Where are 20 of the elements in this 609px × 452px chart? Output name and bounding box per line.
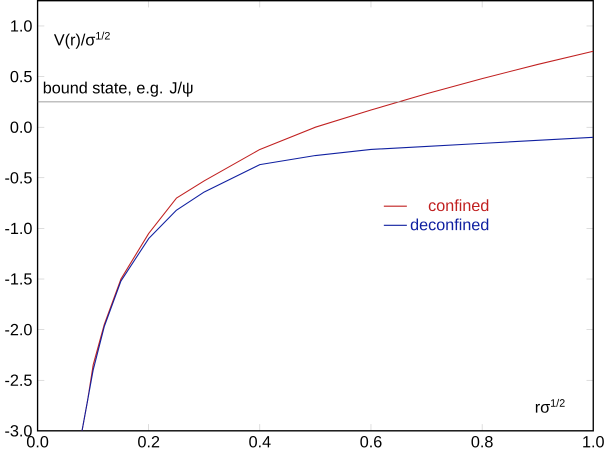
x-tick-label: 0.8 <box>471 436 493 448</box>
y-tick-label: 0.0 <box>10 121 32 133</box>
y-tick-label: -0.5 <box>5 172 32 184</box>
y-axis-title: V(r)/σ$^{1/2}$ <box>54 32 110 49</box>
y-tick-label: 0.5 <box>10 70 32 82</box>
x-tick-label: 0.6 <box>360 436 382 448</box>
y-tick-label: 1.0 <box>11 20 32 32</box>
y-tick-label: -1.0 <box>5 222 32 234</box>
ref-line-label: bound state, e.g. J/ψ <box>44 82 192 97</box>
x-tick-label: 0.4 <box>249 436 271 448</box>
y-tick-label: -2.5 <box>5 374 32 386</box>
x-tick-label: 0.2 <box>138 436 160 448</box>
y-tick-label: -2.0 <box>5 324 32 336</box>
x-tick-label: 0.0 <box>26 436 48 448</box>
x-tick-label: 1.0 <box>583 436 604 448</box>
x-axis-title: rσ$^{1/2}$ <box>536 398 565 413</box>
legend-label: deconfined <box>410 218 488 230</box>
legend-label: confined <box>428 199 488 212</box>
y-tick-label: -1.5 <box>5 273 32 285</box>
y-tick-label: -3.0 <box>5 425 32 437</box>
